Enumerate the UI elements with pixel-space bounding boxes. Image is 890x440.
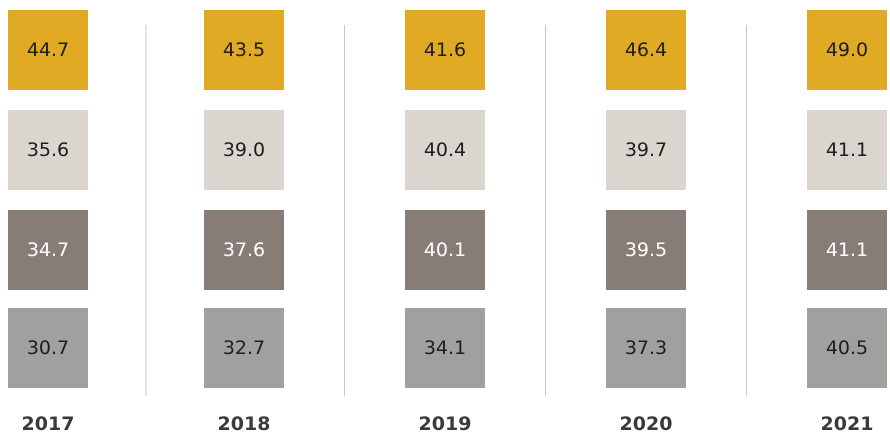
value-box (204, 210, 284, 290)
value-label: 39.5 (625, 239, 667, 261)
value-label: 41.1 (826, 139, 868, 161)
value-label: 30.7 (27, 337, 69, 359)
value-label: 34.1 (424, 337, 466, 359)
year-label: 2021 (821, 413, 874, 435)
value-box (606, 110, 686, 190)
value-label: 41.6 (424, 39, 466, 61)
value-box (807, 10, 887, 90)
value-label: 35.6 (27, 139, 69, 161)
year-label: 2018 (218, 413, 271, 435)
value-label: 43.5 (223, 39, 265, 61)
value-box (606, 10, 686, 90)
value-label: 40.4 (424, 139, 466, 161)
value-box (807, 210, 887, 290)
value-label: 32.7 (223, 337, 265, 359)
value-box (807, 308, 887, 388)
value-label: 46.4 (625, 39, 667, 61)
value-box (8, 10, 88, 90)
value-label: 37.6 (223, 239, 265, 261)
value-box (405, 210, 485, 290)
value-label: 34.7 (27, 239, 69, 261)
value-label: 39.0 (223, 139, 265, 161)
value-label: 41.1 (826, 239, 868, 261)
value-box (204, 308, 284, 388)
value-box (606, 210, 686, 290)
value-label: 40.5 (826, 337, 868, 359)
value-box (405, 110, 485, 190)
value-box (8, 210, 88, 290)
value-label: 49.0 (826, 39, 868, 61)
value-label: 39.7 (625, 139, 667, 161)
value-label: 40.1 (424, 239, 466, 261)
value-box (606, 308, 686, 388)
value-box (8, 110, 88, 190)
value-box (807, 110, 887, 190)
value-label: 37.3 (625, 337, 667, 359)
value-box (204, 10, 284, 90)
year-label: 2019 (419, 413, 472, 435)
value-box (8, 308, 88, 388)
value-label: 44.7 (27, 39, 69, 61)
year-label: 2017 (22, 413, 75, 435)
value-box (405, 308, 485, 388)
year-label: 2020 (620, 413, 673, 435)
value-box (405, 10, 485, 90)
value-box (204, 110, 284, 190)
